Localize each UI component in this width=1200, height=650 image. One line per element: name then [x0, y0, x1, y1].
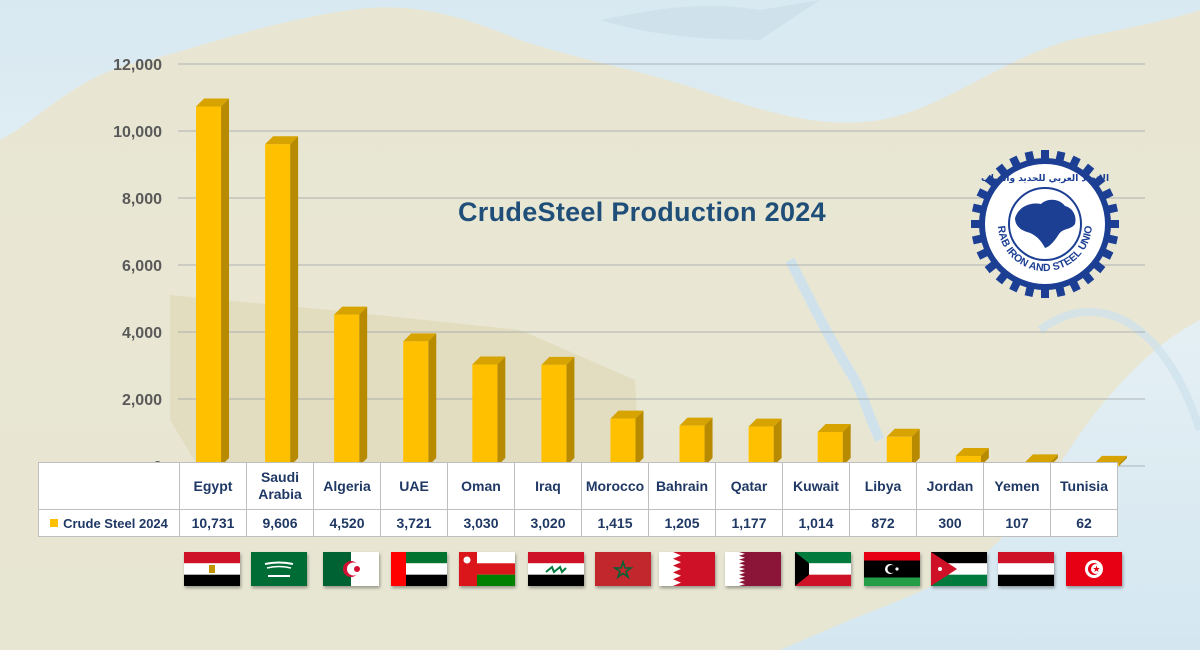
- bar: [610, 410, 644, 466]
- bar: [334, 306, 368, 466]
- y-tick-label: 4,000: [122, 325, 162, 342]
- value-cell: 872: [849, 509, 917, 537]
- value-cell: 1,014: [782, 509, 850, 537]
- y-tick-label: 12,000: [113, 57, 162, 74]
- bahrain-flag: [659, 552, 715, 586]
- bar: [403, 333, 437, 466]
- value-cell: 1,205: [648, 509, 716, 537]
- category-label: Qatar: [715, 462, 783, 510]
- category-row: Egypt Saudi Arabia Algeria UAE Oman Iraq…: [38, 462, 1118, 510]
- y-tick-label: 10,000: [113, 124, 162, 141]
- category-label: Oman: [447, 462, 515, 510]
- category-label: UAE: [380, 462, 448, 510]
- bar: [748, 418, 782, 466]
- value-cell: 3,020: [514, 509, 582, 537]
- category-label: Tunisia: [1050, 462, 1118, 510]
- arab-iron-and-steel-union-logo: ARAB IRON AND STEEL UNION الاتحاد العربي…: [964, 138, 1122, 306]
- yemen-flag: [998, 552, 1054, 586]
- algeria-flag: [323, 552, 379, 586]
- kuwait-flag: [795, 552, 851, 586]
- category-label: Yemen: [983, 462, 1051, 510]
- libya-flag: [864, 552, 920, 586]
- category-label: Kuwait: [782, 462, 850, 510]
- series-name: Crude Steel 2024: [63, 515, 168, 531]
- bar: [886, 428, 920, 466]
- value-cell: 1,177: [715, 509, 783, 537]
- iraq-flag: [528, 552, 584, 586]
- bar: [955, 447, 989, 466]
- value-cell: 107: [983, 509, 1051, 537]
- bars: [196, 98, 1127, 466]
- category-label: Morocco: [581, 462, 649, 510]
- y-tick-label: 6,000: [122, 258, 162, 275]
- value-cell: 62: [1050, 509, 1118, 537]
- category-label: Algeria: [313, 462, 381, 510]
- bar: [265, 136, 299, 466]
- value-cell: 3,721: [380, 509, 448, 537]
- bar: [679, 417, 713, 466]
- svg-text:الاتحاد العربي للحديد والصلب: الاتحاد العربي للحديد والصلب: [981, 174, 1109, 184]
- qatar-flag: [725, 552, 781, 586]
- jordan-flag: [931, 552, 987, 586]
- y-tick-label: 2,000: [122, 392, 162, 409]
- value-cell: 9,606: [246, 509, 314, 537]
- y-tick-label: 8,000: [122, 191, 162, 208]
- category-label: Saudi Arabia: [246, 462, 314, 510]
- value-cell: 4,520: [313, 509, 381, 537]
- legend-entry: Crude Steel 2024: [38, 509, 180, 537]
- saudi-arabia-flag: [251, 552, 307, 586]
- bar: [541, 356, 575, 466]
- value-cell: 300: [916, 509, 984, 537]
- value-row: Crude Steel 2024 10,731 9,606 4,520 3,72…: [38, 509, 1118, 537]
- value-cell: 3,030: [447, 509, 515, 537]
- legend-swatch: [50, 518, 59, 527]
- tunisia-flag: [1066, 552, 1122, 586]
- egypt-flag: [184, 552, 240, 586]
- bar: [472, 356, 506, 466]
- category-label: Jordan: [916, 462, 984, 510]
- chart-title: CrudeSteel Production 2024: [458, 197, 826, 227]
- morocco-flag: [595, 552, 651, 586]
- value-cell: 10,731: [179, 509, 247, 537]
- category-label: Libya: [849, 462, 917, 510]
- category-label: Bahrain: [648, 462, 716, 510]
- category-label: Egypt: [179, 462, 247, 510]
- category-label: Iraq: [514, 462, 582, 510]
- bar: [196, 98, 230, 466]
- oman-flag: [459, 552, 515, 586]
- value-cell: 1,415: [581, 509, 649, 537]
- bar: [817, 424, 851, 466]
- data-table: Egypt Saudi Arabia Algeria UAE Oman Iraq…: [38, 462, 1118, 537]
- uae-flag: [391, 552, 447, 586]
